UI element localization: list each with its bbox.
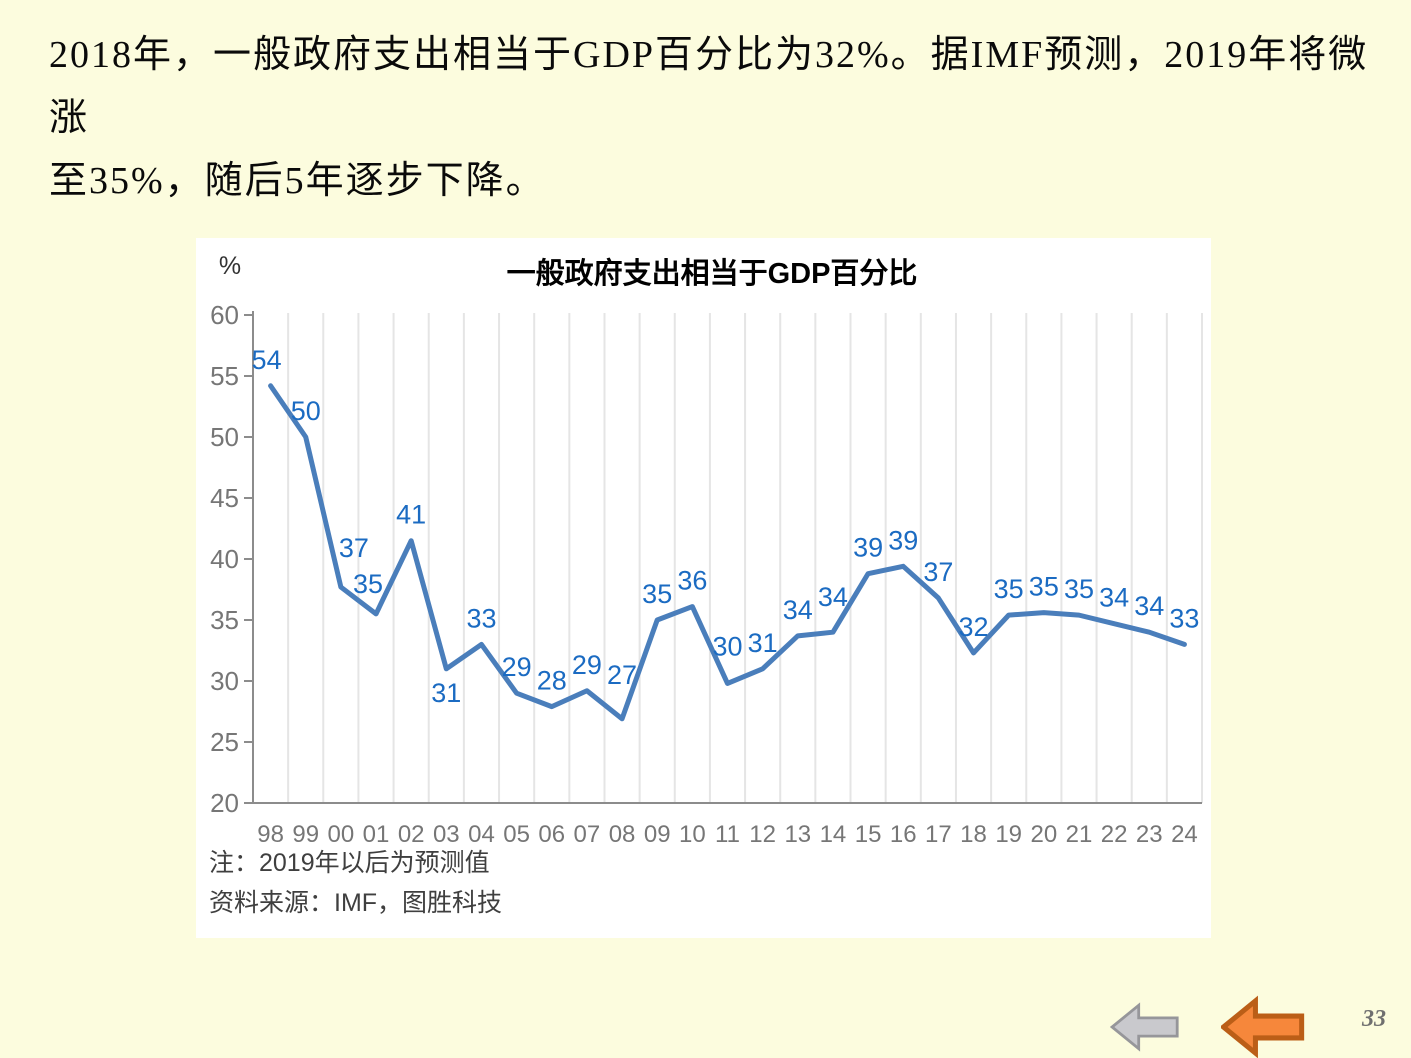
x-tick-label: 01 [363,821,390,848]
x-tick-label: 14 [820,821,847,848]
x-tick-label: 16 [890,821,917,848]
data-label: 54 [252,345,282,375]
x-tick-label: 23 [1136,821,1163,848]
data-label: 33 [1169,603,1199,633]
data-label: 35 [1029,572,1059,602]
x-tick-label: 05 [503,821,530,848]
chart-note: 注：2019年以后为预测值 [209,849,490,877]
gdp-expenditure-series-line [268,383,1187,722]
data-label: 39 [853,533,883,563]
y-tick-label: 25 [210,727,239,757]
data-label: 35 [353,569,383,599]
headline-line-1: 2018年，一般政府支出相当于GDP百分比为32%。据IMF预测，2019年将微… [49,34,1369,139]
chart-title: 一般政府支出相当于GDP百分比 [507,256,918,290]
x-tick-label: 21 [1066,821,1093,848]
x-tick-label: 07 [574,821,601,848]
x-tick-label: 09 [644,821,671,848]
data-label: 34 [783,595,813,625]
nav-left-arrow-gray[interactable] [1110,999,1180,1055]
data-label: 34 [818,582,848,612]
y-tick-label: 30 [210,666,239,696]
data-label: 29 [502,652,532,682]
x-tick-label: 17 [925,821,952,848]
x-tick-label: 06 [538,821,565,848]
data-label: 36 [677,566,707,596]
nav-left-arrow-orange[interactable] [1221,995,1305,1058]
data-label: 29 [572,650,602,680]
data-label: 30 [712,631,742,661]
y-tick-label: 20 [210,788,239,818]
x-tick-label: 12 [749,821,776,848]
y-tick-label: 40 [210,544,239,574]
x-tick-label: 13 [784,821,811,848]
x-tick-label: 20 [1030,821,1057,848]
data-label: 33 [466,603,496,633]
x-tick-label: 10 [679,821,706,848]
page-number: 33 [1362,1006,1386,1032]
data-label: 28 [537,666,567,696]
x-tick-label: 15 [855,821,882,848]
x-tick-label: 24 [1171,821,1198,848]
x-tick-label: 99 [292,821,319,848]
chart-source: 资料来源：IMF，图胜科技 [209,889,502,917]
data-label: 27 [607,660,637,690]
data-label: 35 [1064,574,1094,604]
gdp-percentage-line-chart: 60 55 50 45 40 35 30 25 20 98 99 00 01 02 03 04 05 06 07 08… [209,252,1203,917]
orange-left-arrow-shape[interactable] [1221,995,1305,1058]
x-tick-label: 11 [715,821,740,848]
data-label: 35 [642,579,672,609]
data-label: 35 [994,574,1024,604]
data-label: 31 [748,628,778,658]
x-tick-label: 03 [433,821,460,848]
gridlines [287,313,1203,803]
x-tick-label: 02 [398,821,425,848]
headline-line-2: 至35%，随后5年逐步下降。 [49,160,546,202]
line-series [268,383,1187,722]
x-tick-label: 04 [468,821,495,848]
data-label: 37 [923,557,953,587]
data-label: 50 [291,396,321,426]
y-tick-label: 35 [210,605,239,635]
axes: 60 55 50 45 40 35 30 25 20 98 99 00 01 02 03 04 05 06 07 08… [210,300,1202,848]
data-label: 34 [1134,591,1164,621]
y-tick-label: 55 [210,361,239,391]
y-axis-unit-label: % [219,252,241,280]
data-label: 41 [396,500,426,530]
data-label: 31 [431,678,461,708]
data-label: 39 [888,525,918,555]
x-tick-label: 18 [960,821,987,848]
y-tick-label: 45 [210,483,239,513]
x-tick-label: 19 [995,821,1022,848]
data-label: 34 [1099,583,1129,613]
x-tick-label: 00 [328,821,355,848]
data-label: 37 [339,533,369,563]
y-tick-label: 50 [210,422,239,452]
data-label: 32 [959,612,989,642]
x-tick-label: 22 [1101,821,1128,848]
y-tick-label: 60 [210,300,239,330]
x-tick-label: 98 [257,821,284,848]
chart-panel: 60 55 50 45 40 35 30 25 20 98 99 00 01 02 03 04 05 06 07 08… [196,238,1211,938]
x-tick-label: 08 [609,821,636,848]
headline: 2018年，一般政府支出相当于GDP百分比为32%。据IMF预测，2019年将微… [49,24,1379,213]
gray-left-arrow-shape[interactable] [1110,1002,1179,1052]
